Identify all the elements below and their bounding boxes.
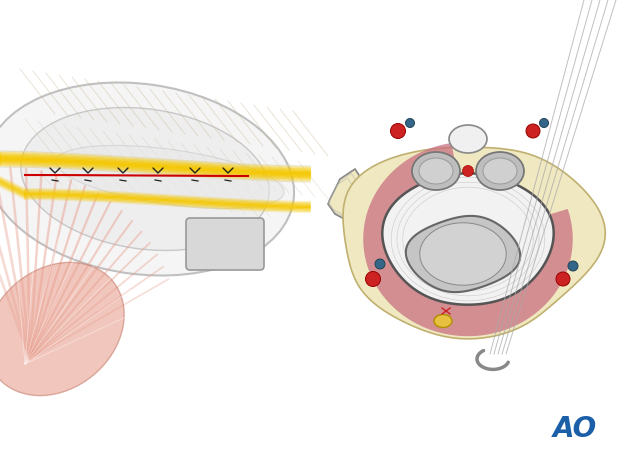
Ellipse shape [476, 152, 524, 190]
Ellipse shape [449, 125, 487, 153]
Ellipse shape [412, 152, 460, 190]
Circle shape [526, 124, 540, 138]
Polygon shape [328, 169, 368, 221]
Circle shape [463, 166, 474, 177]
FancyBboxPatch shape [186, 218, 264, 270]
Circle shape [539, 118, 549, 128]
Circle shape [366, 272, 381, 286]
Circle shape [568, 261, 578, 271]
Circle shape [556, 272, 570, 286]
Ellipse shape [56, 146, 284, 208]
Polygon shape [363, 143, 573, 336]
Circle shape [375, 259, 385, 269]
Text: AO: AO [553, 415, 597, 443]
Circle shape [391, 123, 405, 139]
Polygon shape [343, 147, 605, 339]
Ellipse shape [483, 158, 517, 184]
Ellipse shape [0, 263, 124, 396]
Polygon shape [383, 174, 554, 305]
Ellipse shape [419, 158, 453, 184]
Ellipse shape [21, 107, 269, 251]
Ellipse shape [434, 314, 452, 328]
Circle shape [405, 118, 415, 128]
Polygon shape [406, 216, 520, 292]
Ellipse shape [0, 83, 294, 275]
Polygon shape [420, 223, 507, 285]
